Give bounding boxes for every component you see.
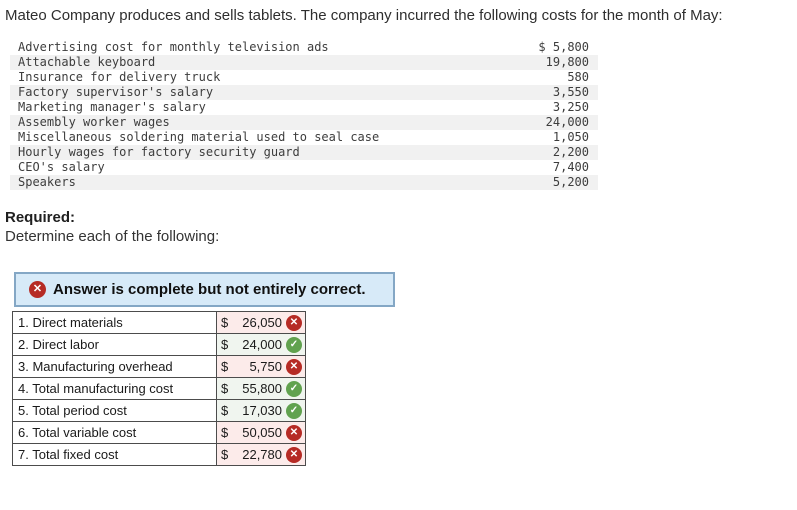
- cost-row: CEO's salary 7,400: [10, 160, 598, 175]
- incorrect-icon: ✕: [286, 446, 302, 463]
- cost-item-label: Speakers: [18, 175, 76, 189]
- answer-label: 7. Total fixed cost: [12, 443, 217, 466]
- answer-value-cell[interactable]: $ 17,030 ✓: [216, 399, 306, 422]
- answer-value: 17,030: [242, 403, 282, 418]
- cost-row: Marketing manager's salary 3,250: [10, 100, 598, 115]
- cost-item-amount: 2,200: [552, 145, 589, 159]
- cost-item-label: Hourly wages for factory security guard: [18, 145, 300, 159]
- cost-item-amount: 24,000: [545, 115, 589, 129]
- cost-item-label: Insurance for delivery truck: [18, 70, 221, 84]
- answer-value-cell[interactable]: $ 55,800 ✓: [216, 377, 306, 400]
- cost-row: Miscellaneous soldering material used to…: [10, 130, 598, 145]
- cost-table: Advertising cost for monthly television …: [10, 40, 598, 190]
- correct-icon: ✓: [286, 380, 302, 397]
- cost-row: Speakers 5,200: [10, 175, 598, 190]
- incorrect-icon: ✕: [286, 424, 302, 441]
- answer-label: 2. Direct labor: [12, 333, 217, 356]
- required-heading: Required:: [5, 209, 76, 226]
- answer-row: 2. Direct labor $ 24,000 ✓: [12, 333, 306, 356]
- answer-row: 3. Manufacturing overhead $ 5,750 ✕: [12, 355, 306, 378]
- answer-row: 6. Total variable cost $ 50,050 ✕: [12, 421, 306, 444]
- cost-item-label: Factory supervisor's salary: [18, 85, 214, 99]
- answer-row: 1. Direct materials $ 26,050 ✕: [12, 311, 306, 334]
- cost-row: Advertising cost for monthly television …: [10, 40, 598, 55]
- currency-symbol: $: [221, 381, 229, 396]
- cost-item-amount: 7,400: [552, 160, 589, 174]
- cost-item-amount: 5,200: [552, 175, 589, 189]
- currency-symbol: $: [221, 315, 229, 330]
- answer-label: 5. Total period cost: [12, 399, 217, 422]
- answer-value: 22,780: [242, 447, 282, 462]
- required-instruction: Determine each of the following:: [5, 228, 220, 245]
- answer-value-cell[interactable]: $ 26,050 ✕: [216, 311, 306, 334]
- incorrect-icon: ✕: [286, 314, 302, 331]
- answer-value: 50,050: [242, 425, 282, 440]
- cost-row: Hourly wages for factory security guard …: [10, 145, 598, 160]
- answer-value-cell[interactable]: $ 50,050 ✕: [216, 421, 306, 444]
- correct-icon: ✓: [286, 336, 302, 353]
- answer-value-cell[interactable]: $ 24,000 ✓: [216, 333, 306, 356]
- incorrect-icon: ✕: [286, 358, 302, 375]
- cost-item-label: Advertising cost for monthly television …: [18, 40, 329, 54]
- currency-symbol: $: [221, 447, 229, 462]
- cost-item-label: Miscellaneous soldering material used to…: [18, 130, 380, 144]
- answer-label: 3. Manufacturing overhead: [12, 355, 217, 378]
- answer-value: 55,800: [242, 381, 282, 396]
- problem-statement: Mateo Company produces and sells tablets…: [5, 7, 723, 24]
- cost-item-amount: 3,550: [552, 85, 589, 99]
- answer-row: 5. Total period cost $ 17,030 ✓: [12, 399, 306, 422]
- answer-row: 7. Total fixed cost $ 22,780 ✕: [12, 443, 306, 466]
- cost-row: Attachable keyboard 19,800: [10, 55, 598, 70]
- cost-item-amount: 580: [567, 70, 589, 84]
- answer-row: 4. Total manufacturing cost $ 55,800 ✓: [12, 377, 306, 400]
- correct-icon: ✓: [286, 402, 302, 419]
- grading-banner: ✕ Answer is complete but not entirely co…: [14, 272, 395, 307]
- cost-item-amount: 3,250: [552, 100, 589, 114]
- cost-item-amount: $ 5,800: [538, 40, 589, 54]
- cost-row: Insurance for delivery truck 580: [10, 70, 598, 85]
- answer-label: 6. Total variable cost: [12, 421, 217, 444]
- answer-label: 1. Direct materials: [12, 311, 217, 334]
- currency-symbol: $: [221, 403, 229, 418]
- answer-value: 24,000: [242, 337, 282, 352]
- error-icon: ✕: [29, 281, 46, 298]
- cost-item-label: Attachable keyboard: [18, 55, 156, 69]
- cost-item-amount: 19,800: [545, 55, 589, 69]
- answer-value: 5,750: [249, 359, 282, 374]
- grading-banner-text: Answer is complete but not entirely corr…: [53, 281, 366, 298]
- currency-symbol: $: [221, 337, 229, 352]
- cost-item-label: Assembly worker wages: [18, 115, 170, 129]
- currency-symbol: $: [221, 359, 229, 374]
- answer-value-cell[interactable]: $ 22,780 ✕: [216, 443, 306, 466]
- cost-row: Assembly worker wages 24,000: [10, 115, 598, 130]
- answer-table: 1. Direct materials $ 26,050 ✕ 2. Direct…: [12, 311, 306, 466]
- cost-row: Factory supervisor's salary 3,550: [10, 85, 598, 100]
- cost-item-label: CEO's salary: [18, 160, 105, 174]
- answer-label: 4. Total manufacturing cost: [12, 377, 217, 400]
- cost-item-label: Marketing manager's salary: [18, 100, 206, 114]
- currency-symbol: $: [221, 425, 229, 440]
- answer-value-cell[interactable]: $ 5,750 ✕: [216, 355, 306, 378]
- cost-item-amount: 1,050: [552, 130, 589, 144]
- answer-value: 26,050: [242, 315, 282, 330]
